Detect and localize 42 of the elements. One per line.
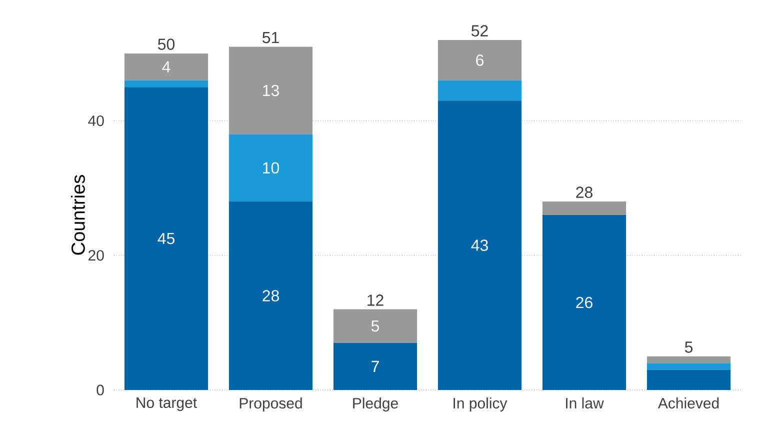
bar <box>228 202 313 390</box>
total-label: 50 <box>158 38 175 50</box>
bar <box>228 46 313 134</box>
x-tick-label: In policy <box>454 398 508 412</box>
bar <box>542 215 626 390</box>
bar <box>333 342 418 390</box>
bar <box>646 356 731 364</box>
bar <box>124 87 208 390</box>
bar <box>124 80 208 88</box>
bar <box>646 370 731 390</box>
total-label: 51 <box>262 32 279 44</box>
x-tick-label: In law <box>566 398 604 409</box>
x-tick-label: Proposed <box>240 398 302 412</box>
data-label: 5 <box>371 320 380 332</box>
y-tick-label: 0 <box>96 384 104 396</box>
x-tick-label: Pledge <box>353 398 398 412</box>
bar <box>438 100 522 390</box>
x-tick-label: No target <box>136 398 197 411</box>
total-label: 5 <box>684 342 693 353</box>
bar <box>542 202 626 215</box>
y-tick-label: 40 <box>88 115 104 126</box>
bar <box>333 309 418 343</box>
bar <box>438 40 522 80</box>
data-label: 26 <box>576 296 592 308</box>
data-label: 6 <box>476 54 484 66</box>
data-label: 43 <box>471 240 488 251</box>
total-label: 28 <box>576 186 592 198</box>
bar <box>438 80 522 101</box>
data-label: 45 <box>158 232 174 244</box>
x-tick-label: Achieved <box>658 398 719 409</box>
bar <box>228 134 313 202</box>
data-label: 28 <box>262 290 279 302</box>
total-label: 12 <box>368 294 384 306</box>
data-label: 13 <box>263 84 279 96</box>
y-tick-label: 20 <box>88 250 104 261</box>
bar <box>124 53 208 80</box>
data-label: 10 <box>263 162 280 174</box>
y-axis-title: Countries <box>70 175 85 255</box>
data-label: 4 <box>162 61 170 72</box>
bar <box>646 363 731 370</box>
data-label: 7 <box>372 360 379 372</box>
total-label: 52 <box>472 25 488 36</box>
